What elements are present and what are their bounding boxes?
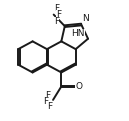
Text: HN: HN <box>71 29 85 38</box>
Text: F: F <box>54 4 59 12</box>
Text: F: F <box>45 91 50 100</box>
Text: F: F <box>56 10 61 19</box>
Text: F: F <box>47 102 52 111</box>
Text: F: F <box>54 17 59 26</box>
Text: N: N <box>83 14 89 23</box>
Text: O: O <box>75 82 82 91</box>
Text: F: F <box>43 97 49 106</box>
